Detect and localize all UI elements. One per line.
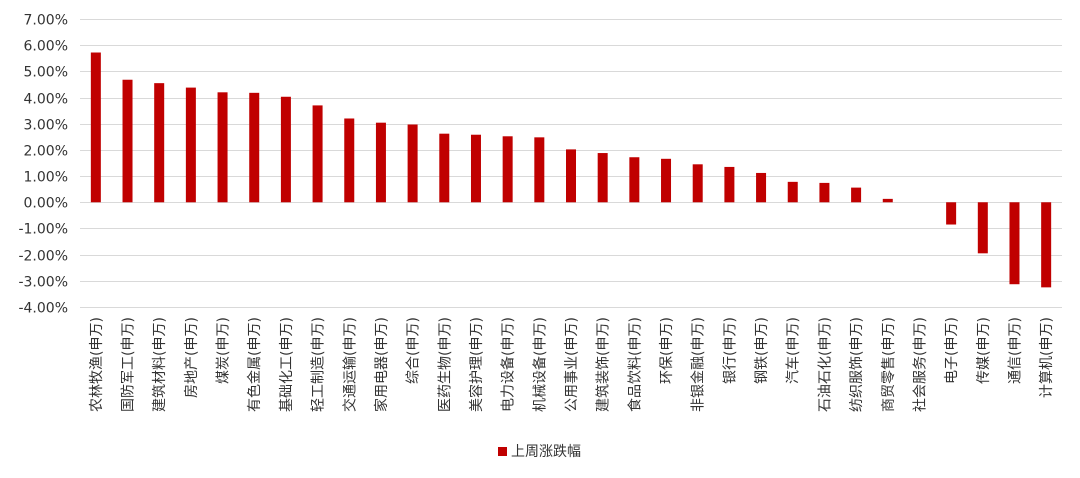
y-tick-label: 3.00% (24, 118, 68, 134)
bar (502, 136, 513, 203)
bar (977, 202, 988, 254)
x-category-label: 建筑装饰(申万) (596, 317, 612, 412)
bar (217, 92, 228, 203)
bar (692, 164, 703, 203)
y-tick-label: 5.00% (24, 65, 68, 81)
bars (90, 52, 1052, 288)
x-category-label: 建筑材料(申万) (152, 317, 168, 412)
y-tick-label: -2.00% (18, 249, 68, 265)
x-category-label: 纺织服饰(申万) (849, 317, 865, 412)
y-tick-label: -1.00% (18, 222, 68, 238)
bar (534, 137, 545, 203)
x-category-label: 公用事业(申万) (564, 317, 580, 412)
bar (185, 87, 196, 203)
bar (122, 79, 133, 203)
y-tick-label: 4.00% (24, 92, 68, 108)
x-category-label: 美容护理(申万) (468, 317, 485, 412)
bar (597, 153, 608, 203)
bar (787, 181, 798, 203)
y-tick-label: -4.00% (18, 301, 68, 317)
bar (249, 92, 260, 203)
x-category-label: 农林牧渔(申万) (89, 317, 105, 412)
y-tick-label: 6.00% (24, 39, 68, 55)
x-category-label: 石油石化(申万) (817, 317, 833, 412)
x-category-label: 基础化工(申万) (278, 317, 295, 412)
bar (566, 149, 576, 203)
x-category-label: 非银金融(申万) (691, 317, 707, 412)
bar (375, 122, 386, 203)
bar (946, 202, 957, 225)
x-category-label: 商贸零售(申万) (881, 317, 897, 412)
bar (280, 96, 291, 203)
x-category-label: 综合(申万) (406, 317, 422, 384)
y-tick-label: 2.00% (24, 144, 68, 160)
bar (90, 52, 101, 203)
y-tick-label: 0.00% (24, 196, 68, 212)
x-category-label: 电子(申万) (944, 317, 960, 384)
x-category-label: 通信(申万) (1007, 317, 1023, 384)
bar (1009, 202, 1020, 285)
legend-swatch (498, 447, 507, 456)
bar (407, 124, 418, 203)
bar (470, 134, 481, 203)
x-category-label: 电力设备(申万) (500, 317, 517, 412)
legend[interactable]: 上周涨跌幅 (498, 444, 581, 460)
x-category-label: 传媒(申万) (976, 317, 992, 384)
legend-label: 上周涨跌幅 (511, 444, 581, 460)
x-category-label: 社会服务(申万) (912, 317, 928, 412)
x-category-label: 交通运输(申万) (341, 317, 358, 412)
x-category-label: 钢铁(申万) (754, 317, 770, 384)
bar (439, 133, 450, 203)
y-tick-label: -3.00% (18, 275, 68, 291)
bar (344, 118, 355, 203)
bar (882, 198, 893, 203)
x-category-label: 轻工制造(申万) (311, 317, 327, 412)
x-category-label: 国防军工(申万) (121, 317, 137, 412)
x-category-label: 银行(申万) (722, 317, 738, 384)
x-category-label: 汽车(申万) (785, 317, 802, 384)
x-category-label: 环保(申万) (659, 317, 675, 384)
bar (629, 157, 640, 203)
bar (154, 83, 165, 203)
bar (312, 105, 323, 203)
x-category-label: 计算机(申万) (1039, 317, 1055, 398)
y-tick-label: 7.00% (24, 13, 68, 29)
x-category-label: 有色金属(申万) (246, 317, 263, 412)
x-category-label: 医药生物(申万) (437, 317, 453, 412)
x-category-label: 煤炭(申万) (216, 317, 232, 384)
y-tick-label: 1.00% (24, 170, 68, 186)
bar (724, 166, 735, 203)
bar (819, 182, 830, 203)
x-category-label: 食品饮料(申万) (626, 317, 643, 412)
bar (1041, 202, 1052, 288)
y-axis-tick-labels: 7.00% 6.00% 5.00% 4.00% 3.00% 2.00% 1.00% 0.00%… (18, 13, 68, 317)
x-axis-category-labels: 农林牧渔(申万) 国防军工(申万) 建筑材料(申万) 房地产(申万) 煤炭(申万) 有色金… (89, 317, 1055, 412)
bar (851, 187, 862, 203)
x-category-label: 房地产(申万) (184, 317, 200, 398)
x-category-label: 机械设备(申万) (531, 317, 548, 412)
bar (756, 172, 767, 203)
x-category-label: 家用电器(申万) (373, 317, 390, 412)
bar (661, 158, 672, 203)
